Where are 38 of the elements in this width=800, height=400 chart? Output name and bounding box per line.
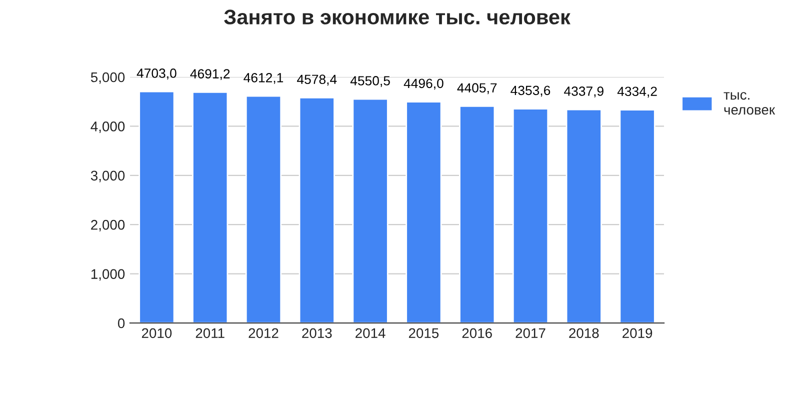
- y-tick-label: 1,000: [91, 269, 125, 281]
- x-tick-label: 2016: [462, 328, 492, 338]
- bar: [619, 109, 656, 323]
- data-label: 4353,6: [510, 86, 550, 97]
- bar: [138, 90, 175, 323]
- x-tick-label: 2011: [196, 328, 224, 338]
- data-label: 4337,9: [564, 86, 604, 98]
- bar: [512, 108, 549, 323]
- y-tick-label: 2,000: [91, 220, 125, 232]
- bar: [245, 95, 282, 323]
- x-tick-label: 2018: [569, 328, 599, 338]
- y-tick-label: 5,000: [90, 72, 125, 84]
- y-tick-label: 4,000: [90, 122, 125, 134]
- y-tick-label: 0: [118, 318, 125, 328]
- x-tick-label: 2010: [142, 328, 172, 338]
- data-label: 4496,0: [404, 78, 444, 90]
- x-tick-label: 2013: [302, 328, 332, 338]
- x-tick-label: 2019: [622, 328, 652, 338]
- data-label: 4334,2: [617, 86, 657, 98]
- data-label: 4703,0: [136, 68, 176, 80]
- data-label: 4578,4: [297, 74, 337, 86]
- bar: [566, 108, 602, 323]
- data-label: 4612,1: [244, 73, 284, 84]
- y-tick-label: 3,000: [90, 170, 125, 182]
- bar: [406, 101, 442, 323]
- x-tick-label: 2015: [408, 328, 439, 338]
- x-tick-label: 2014: [356, 328, 386, 338]
- data-label: 4691,2: [190, 69, 230, 80]
- data-label: 4405,7: [457, 83, 497, 94]
- x-tick-label: 2017: [516, 328, 546, 338]
- x-tick-label: 2012: [248, 328, 278, 338]
- bar: [459, 106, 496, 323]
- bar: [192, 92, 228, 323]
- data-label: 4550,5: [350, 76, 390, 87]
- bar: [298, 97, 335, 323]
- bar: [352, 98, 388, 323]
- chart-title: Занято в экономике тыс. человек: [224, 10, 570, 24]
- legend-label: тыс. человек: [724, 92, 776, 115]
